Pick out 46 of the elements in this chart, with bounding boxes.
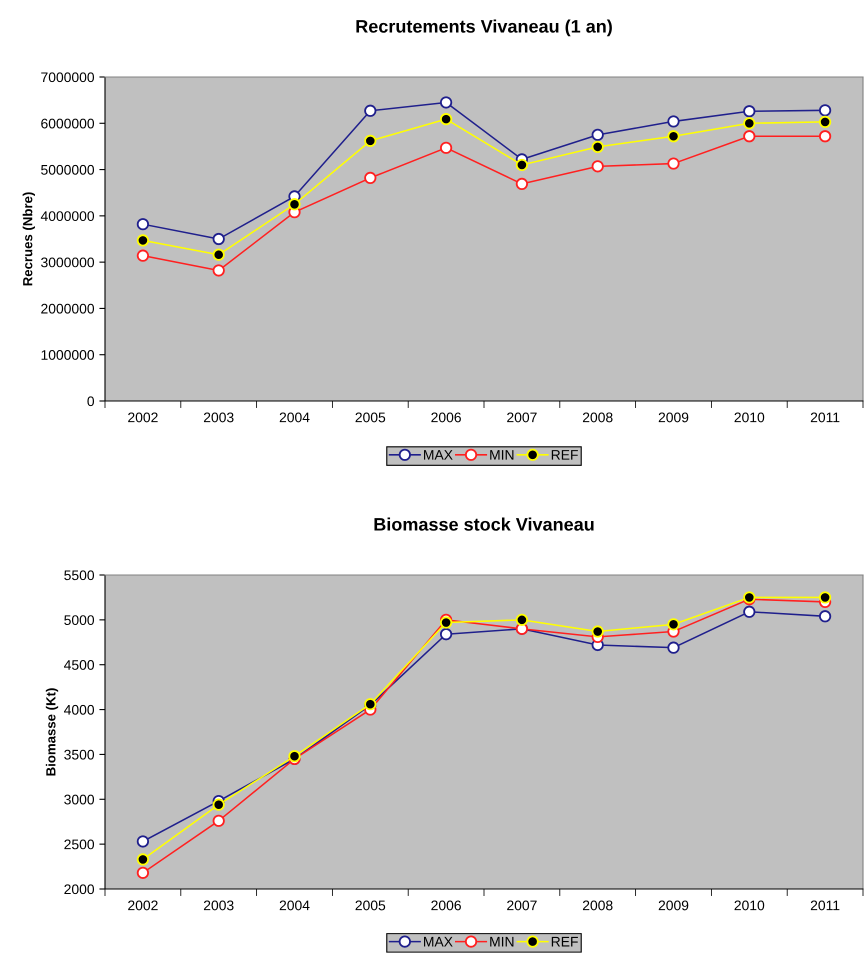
x-tick-label: 2007: [507, 900, 537, 910]
y-tick-label: 2500: [64, 839, 94, 850]
y-tick-label: 0: [87, 396, 94, 406]
y-tick-label: 7000000: [41, 72, 94, 82]
x-tick-label: 2007: [507, 412, 537, 422]
y-tick-label: 5000000: [41, 164, 94, 175]
y-tick-label: 5000: [64, 615, 94, 626]
chart-title: Biomasse stock Vivaneau: [374, 517, 594, 531]
x-tick-label: 2002: [128, 900, 158, 910]
x-tick-label: 2009: [658, 900, 688, 910]
x-tick-label: 2008: [582, 412, 613, 422]
y-axis-title: Recrues (Nbre): [22, 192, 35, 286]
y-tick-label: 3000000: [41, 257, 94, 268]
x-tick-label: 2006: [431, 900, 461, 910]
y-tick-label: 3500: [64, 750, 94, 760]
y-tick-label: 1000000: [42, 350, 94, 360]
x-tick-label: 2003: [204, 900, 234, 910]
legend-label: REF: [552, 450, 578, 460]
y-tick-label: 4000: [64, 704, 94, 715]
y-axis-title: Biomasse (Kt): [46, 688, 58, 776]
legend-label: MIN: [490, 936, 514, 946]
legend-label: REF: [552, 936, 578, 946]
x-tick-label: 2010: [734, 900, 764, 910]
chart-title: Recrutements Vivaneau (1 an): [356, 19, 612, 36]
x-tick-label: 2005: [356, 412, 386, 422]
y-tick-label: 2000: [64, 884, 94, 894]
x-tick-label: 2006: [431, 412, 461, 422]
x-tick-label: 2004: [280, 412, 310, 422]
x-tick-label: 2009: [658, 412, 688, 422]
x-tick-label: 2011: [810, 412, 840, 422]
legend-label: MAX: [424, 450, 453, 460]
legend-label: MAX: [424, 936, 453, 946]
y-tick-label: 3000: [64, 794, 94, 804]
x-tick-label: 2011: [810, 900, 840, 910]
y-tick-label: 6000000: [41, 118, 94, 128]
x-tick-label: 2003: [204, 412, 234, 422]
x-tick-label: 2004: [280, 900, 310, 910]
x-tick-label: 2008: [582, 900, 613, 910]
x-tick-label: 2010: [734, 412, 764, 422]
x-tick-label: 2005: [356, 900, 386, 910]
y-tick-label: 2000000: [41, 304, 94, 314]
y-tick-label: 4500: [64, 660, 94, 670]
x-tick-label: 2002: [128, 412, 158, 422]
y-tick-label: 4000000: [40, 211, 94, 222]
y-tick-label: 5500: [64, 570, 94, 580]
legend-label: MIN: [490, 450, 514, 460]
